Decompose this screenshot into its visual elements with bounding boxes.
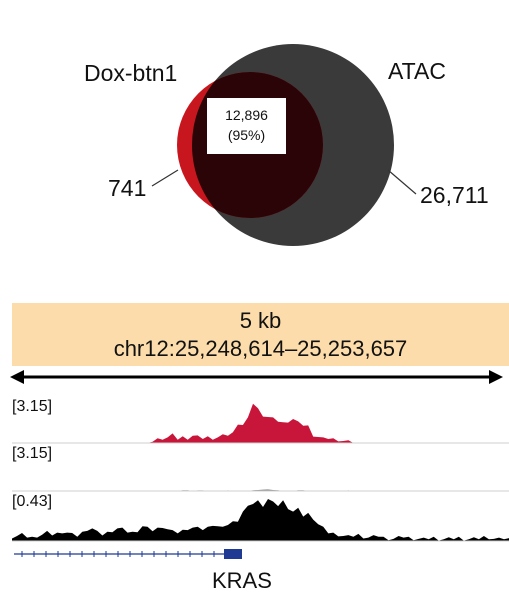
set-b-unique-count: 26,711 bbox=[420, 182, 489, 208]
coverage-track-1 bbox=[12, 403, 509, 443]
locus-coordinates: chr12:25,248,614–25,253,657 bbox=[113, 336, 408, 361]
coverage-track-2 bbox=[12, 489, 509, 491]
overlap-label-box: 12,896 (95%) bbox=[207, 98, 286, 154]
track-area bbox=[12, 403, 509, 542]
track-3-range: [0.43] bbox=[12, 493, 53, 510]
gene-label: KRAS bbox=[212, 568, 272, 593]
set-a-unique-count: 741 bbox=[108, 175, 147, 201]
overlap-count: 12,896 bbox=[225, 107, 268, 123]
track-2-range: [3.15] bbox=[12, 445, 53, 462]
scale-arrow bbox=[10, 370, 503, 384]
leader-line-26711 bbox=[387, 169, 417, 195]
scale-label: 5 kb bbox=[239, 308, 282, 333]
coverage-track-3 bbox=[12, 499, 509, 541]
overlap-percent: (95%) bbox=[227, 127, 266, 143]
locus-header: 5 kb chr12:25,248,614–25,253,657 bbox=[12, 303, 509, 366]
gene-exon bbox=[224, 549, 242, 559]
set-a-label: Dox-btn1 bbox=[84, 60, 178, 86]
genome-tracks bbox=[10, 370, 509, 559]
track-1-range: [3.15] bbox=[12, 398, 53, 415]
leader-line-741 bbox=[151, 169, 179, 187]
gene-model bbox=[14, 549, 242, 559]
set-b-label: ATAC bbox=[388, 58, 446, 84]
